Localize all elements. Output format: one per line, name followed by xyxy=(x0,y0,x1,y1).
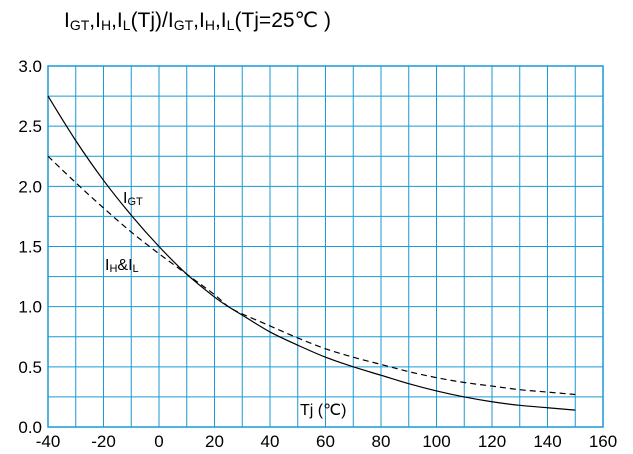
title-text: ,I xyxy=(111,9,123,32)
grid xyxy=(47,65,604,428)
x-tick-label: 120 xyxy=(478,432,506,451)
title-text: ,I xyxy=(89,9,101,32)
series-lines xyxy=(47,95,576,411)
plot-border xyxy=(47,65,604,428)
y-tick-label: 3.0 xyxy=(18,57,42,76)
series-label-igt: IGT xyxy=(123,190,143,208)
title-text: ,I xyxy=(193,9,205,32)
y-tick-label: 1.0 xyxy=(18,298,42,317)
chart-title: IGT,IH,IL(Tj)/IGT,IH,IL(Tj=25℃ ) xyxy=(64,8,331,33)
x-tick-label: 160 xyxy=(589,432,617,451)
x-tick-label: -20 xyxy=(91,432,116,451)
y-tick-label: 0.0 xyxy=(18,418,42,437)
title-subscript: GT xyxy=(69,17,90,33)
title-text: (Tj=25℃ ) xyxy=(234,9,331,32)
x-tick-label: -40 xyxy=(36,432,61,451)
title-subscript: L xyxy=(122,17,131,33)
annotations: IGT IH&IL Tj (℃) xyxy=(105,190,346,419)
x-tick-label: 60 xyxy=(316,432,335,451)
y-tick-label: 0.5 xyxy=(18,358,42,377)
tick-labels: -40 -20 0 20 40 60 80 100 120 140 160 0.0 0.5 1.0 1.5 2… xyxy=(18,57,617,451)
y-tick-label: 1.5 xyxy=(18,238,42,257)
x-tick-label: 140 xyxy=(533,432,561,451)
series-label-ih-il: IH&IL xyxy=(105,257,139,275)
title-text: (Tj)/I xyxy=(130,9,174,32)
x-tick-label: 0 xyxy=(154,432,163,451)
series-line-igt xyxy=(47,95,576,411)
y-tick-label: 2.5 xyxy=(18,117,42,136)
x-tick-label: 100 xyxy=(422,432,450,451)
title-subscript: H xyxy=(204,17,215,33)
series-line-ih-il xyxy=(47,155,576,396)
title-subscript: L xyxy=(226,17,235,33)
x-unit-label: Tj (℃) xyxy=(300,402,346,419)
y-tick-label: 2.0 xyxy=(18,177,42,196)
x-tick-label: 80 xyxy=(372,432,391,451)
title-text: ,I xyxy=(214,9,227,32)
x-tick-label: 20 xyxy=(205,432,224,451)
title-subscript: H xyxy=(100,17,112,33)
title-subscript: GT xyxy=(173,17,194,33)
x-tick-label: 40 xyxy=(261,432,280,451)
title-text: I xyxy=(64,9,70,32)
